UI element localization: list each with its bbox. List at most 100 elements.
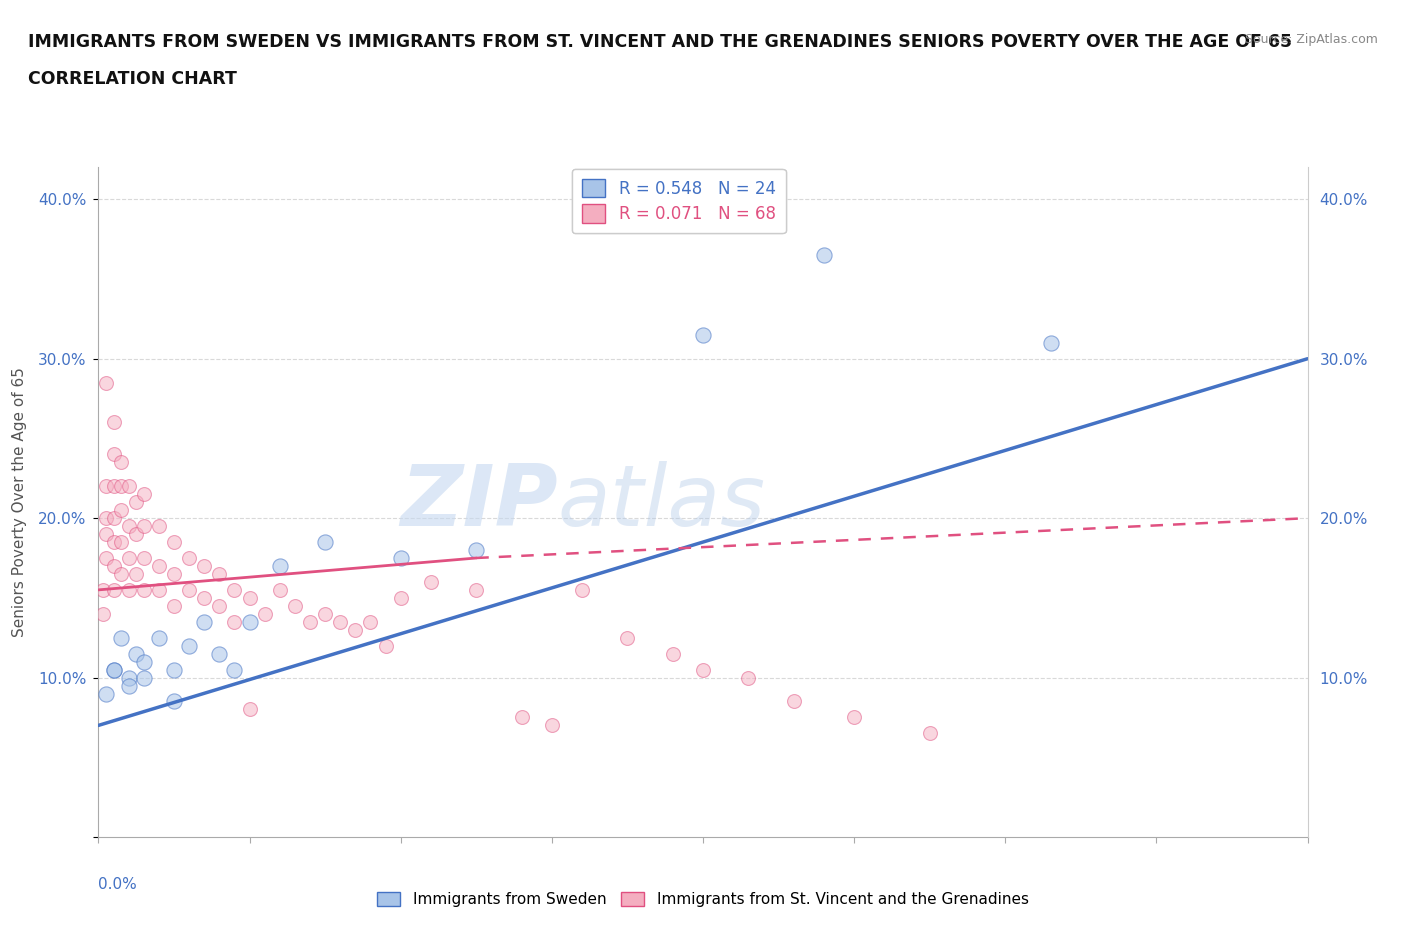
Point [148, 519, 170, 534]
Point [103, 535, 125, 550]
Point [118, 582, 141, 597]
Point [918, 726, 941, 741]
Point [253, 606, 276, 621]
Point [692, 662, 714, 677]
Point [118, 671, 141, 685]
Point [224, 582, 246, 597]
Point [148, 582, 170, 597]
Text: Source: ZipAtlas.com: Source: ZipAtlas.com [1244, 33, 1378, 46]
Point [269, 559, 291, 574]
Point [125, 646, 148, 661]
Point [224, 662, 246, 677]
Point [360, 615, 382, 630]
Point [179, 638, 201, 653]
Point [110, 479, 132, 494]
Point [208, 598, 231, 613]
Point [125, 526, 148, 541]
Point [103, 479, 125, 494]
Point [571, 582, 593, 597]
Point [193, 559, 215, 574]
Legend: R = 0.548   N = 24, R = 0.071   N = 68: R = 0.548 N = 24, R = 0.071 N = 68 [572, 169, 786, 233]
Point [118, 479, 141, 494]
Point [737, 671, 759, 685]
Point [110, 631, 132, 645]
Point [132, 654, 155, 669]
Point [94, 511, 117, 525]
Point [208, 646, 231, 661]
Point [465, 582, 488, 597]
Point [148, 631, 170, 645]
Text: ZIP: ZIP [401, 460, 558, 544]
Point [329, 615, 352, 630]
Point [389, 551, 412, 565]
Point [224, 615, 246, 630]
Point [163, 662, 186, 677]
Y-axis label: Seniors Poverty Over the Age of 65: Seniors Poverty Over the Age of 65 [13, 367, 27, 637]
Point [132, 671, 155, 685]
Point [132, 486, 155, 501]
Point [110, 503, 132, 518]
Text: 0.0%: 0.0% [98, 877, 138, 892]
Point [616, 631, 638, 645]
Point [91, 582, 114, 597]
Point [662, 646, 685, 661]
Point [314, 606, 336, 621]
Point [284, 598, 307, 613]
Point [103, 447, 125, 462]
Point [193, 591, 215, 605]
Point [813, 247, 835, 262]
Point [239, 591, 262, 605]
Point [374, 638, 396, 653]
Point [103, 582, 125, 597]
Point [239, 702, 262, 717]
Point [148, 559, 170, 574]
Point [94, 375, 117, 390]
Point [118, 678, 141, 693]
Point [692, 327, 714, 342]
Point [110, 566, 132, 581]
Point [103, 662, 125, 677]
Point [125, 495, 148, 510]
Point [94, 551, 117, 565]
Point [179, 582, 201, 597]
Point [239, 615, 262, 630]
Point [163, 566, 186, 581]
Point [94, 526, 117, 541]
Point [103, 415, 125, 430]
Point [269, 582, 291, 597]
Point [163, 535, 186, 550]
Point [193, 615, 215, 630]
Point [110, 535, 132, 550]
Point [118, 519, 141, 534]
Point [132, 582, 155, 597]
Point [132, 551, 155, 565]
Point [299, 615, 322, 630]
Point [389, 591, 412, 605]
Point [541, 718, 564, 733]
Point [314, 535, 336, 550]
Point [344, 622, 367, 637]
Text: CORRELATION CHART: CORRELATION CHART [28, 70, 238, 87]
Point [420, 575, 443, 590]
Point [208, 566, 231, 581]
Point [103, 511, 125, 525]
Point [132, 519, 155, 534]
Point [465, 542, 488, 557]
Point [163, 598, 186, 613]
Point [125, 566, 148, 581]
Point [110, 455, 132, 470]
Text: IMMIGRANTS FROM SWEDEN VS IMMIGRANTS FROM ST. VINCENT AND THE GRENADINES SENIORS: IMMIGRANTS FROM SWEDEN VS IMMIGRANTS FRO… [28, 33, 1292, 50]
Point [103, 559, 125, 574]
Text: atlas: atlas [558, 460, 766, 544]
Point [103, 662, 125, 677]
Point [118, 551, 141, 565]
Point [844, 710, 866, 724]
Point [510, 710, 533, 724]
Point [179, 551, 201, 565]
Point [1039, 336, 1062, 351]
Point [94, 686, 117, 701]
Legend: Immigrants from Sweden, Immigrants from St. Vincent and the Grenadines: Immigrants from Sweden, Immigrants from … [371, 885, 1035, 913]
Point [783, 694, 806, 709]
Point [94, 479, 117, 494]
Point [163, 694, 186, 709]
